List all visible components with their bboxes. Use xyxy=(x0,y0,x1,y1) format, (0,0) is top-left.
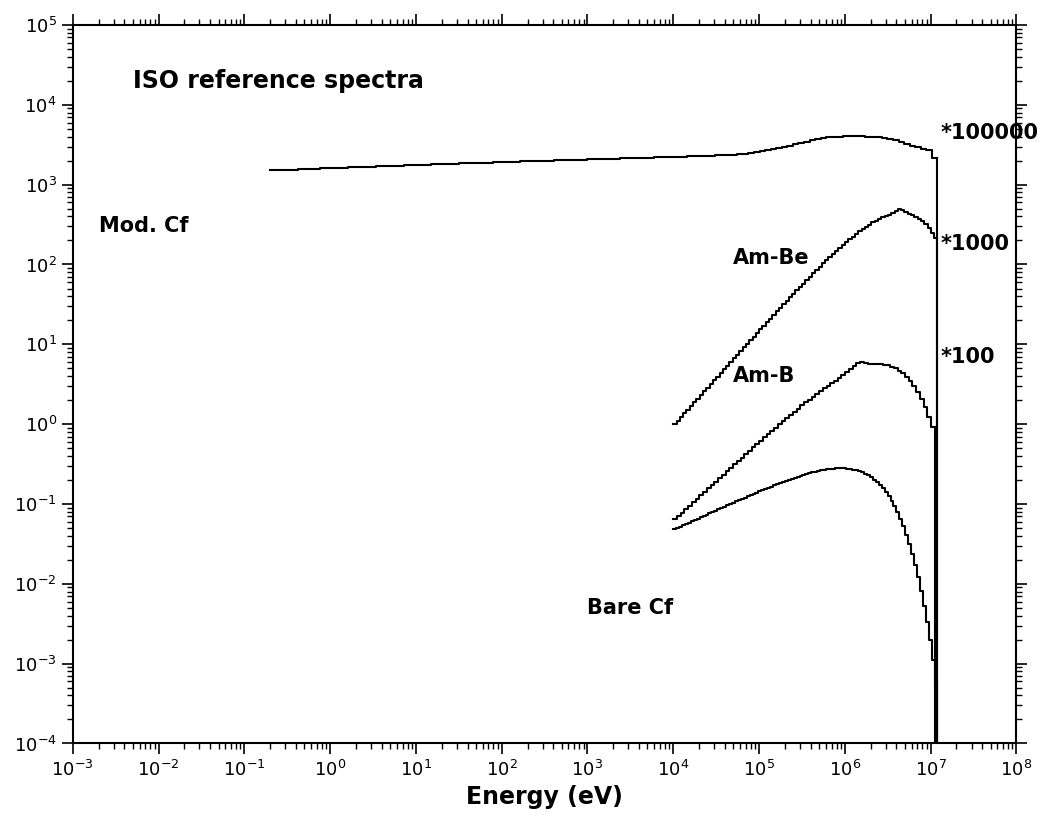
Text: Bare Cf: Bare Cf xyxy=(587,597,673,618)
Text: Am-B: Am-B xyxy=(733,366,795,386)
Text: *100000: *100000 xyxy=(940,123,1039,142)
Text: Am-Be: Am-Be xyxy=(733,249,810,268)
X-axis label: Energy (eV): Energy (eV) xyxy=(466,785,623,809)
Text: *1000: *1000 xyxy=(940,234,1009,254)
Text: ISO reference spectra: ISO reference spectra xyxy=(133,69,424,93)
Text: Mod. Cf: Mod. Cf xyxy=(99,216,188,236)
Text: *100: *100 xyxy=(940,346,995,367)
